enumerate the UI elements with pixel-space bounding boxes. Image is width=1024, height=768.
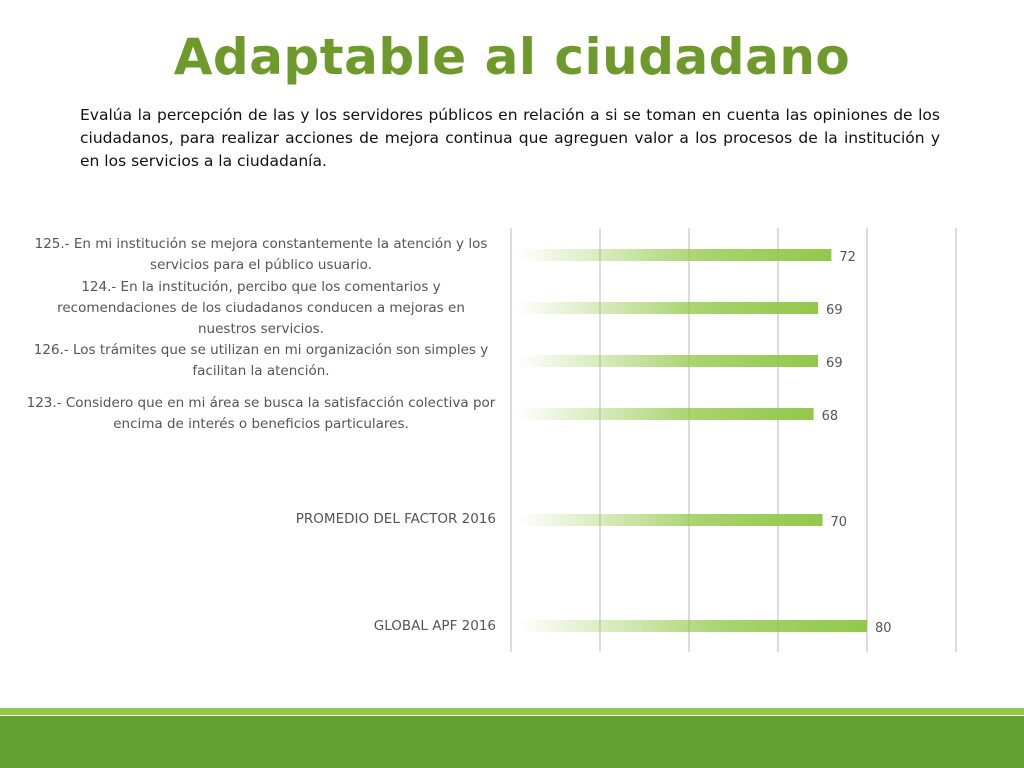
- data-labels: 72 69 69 68 70 80: [822, 250, 892, 636]
- category-label-123: 123.- Considero que en mi área se busca …: [26, 395, 496, 432]
- category-label-global: GLOBAL APF 2016: [373, 618, 496, 634]
- bar: [517, 249, 832, 261]
- data-label: 80: [875, 621, 892, 636]
- bar: [517, 408, 814, 420]
- footer-bar: [0, 716, 1024, 768]
- gridlines: [510, 228, 957, 652]
- page-title: Adaptable al ciudadano: [173, 28, 851, 86]
- bar: [517, 302, 819, 314]
- data-label: 69: [826, 356, 843, 371]
- data-label: 69: [826, 303, 843, 318]
- bar: [517, 620, 867, 632]
- data-label: 68: [822, 409, 839, 424]
- category-label-124: 124.- En la institución, percibo que los…: [57, 279, 465, 337]
- description-text: Evalúa la percepción de las y los servid…: [80, 106, 940, 170]
- category-label-125: 125.- En mi institución se mejora consta…: [34, 236, 488, 273]
- bars: [517, 249, 867, 632]
- data-label: 72: [839, 250, 856, 265]
- category-label-126: 126.- Los trámites que se utilizan en mi…: [33, 342, 489, 379]
- bar: [517, 355, 819, 367]
- footer-accent-stripe: [0, 708, 1024, 715]
- bar: [517, 514, 823, 526]
- data-label: 70: [831, 515, 848, 530]
- category-label-promedio: PROMEDIO DEL FACTOR 2016: [295, 511, 496, 527]
